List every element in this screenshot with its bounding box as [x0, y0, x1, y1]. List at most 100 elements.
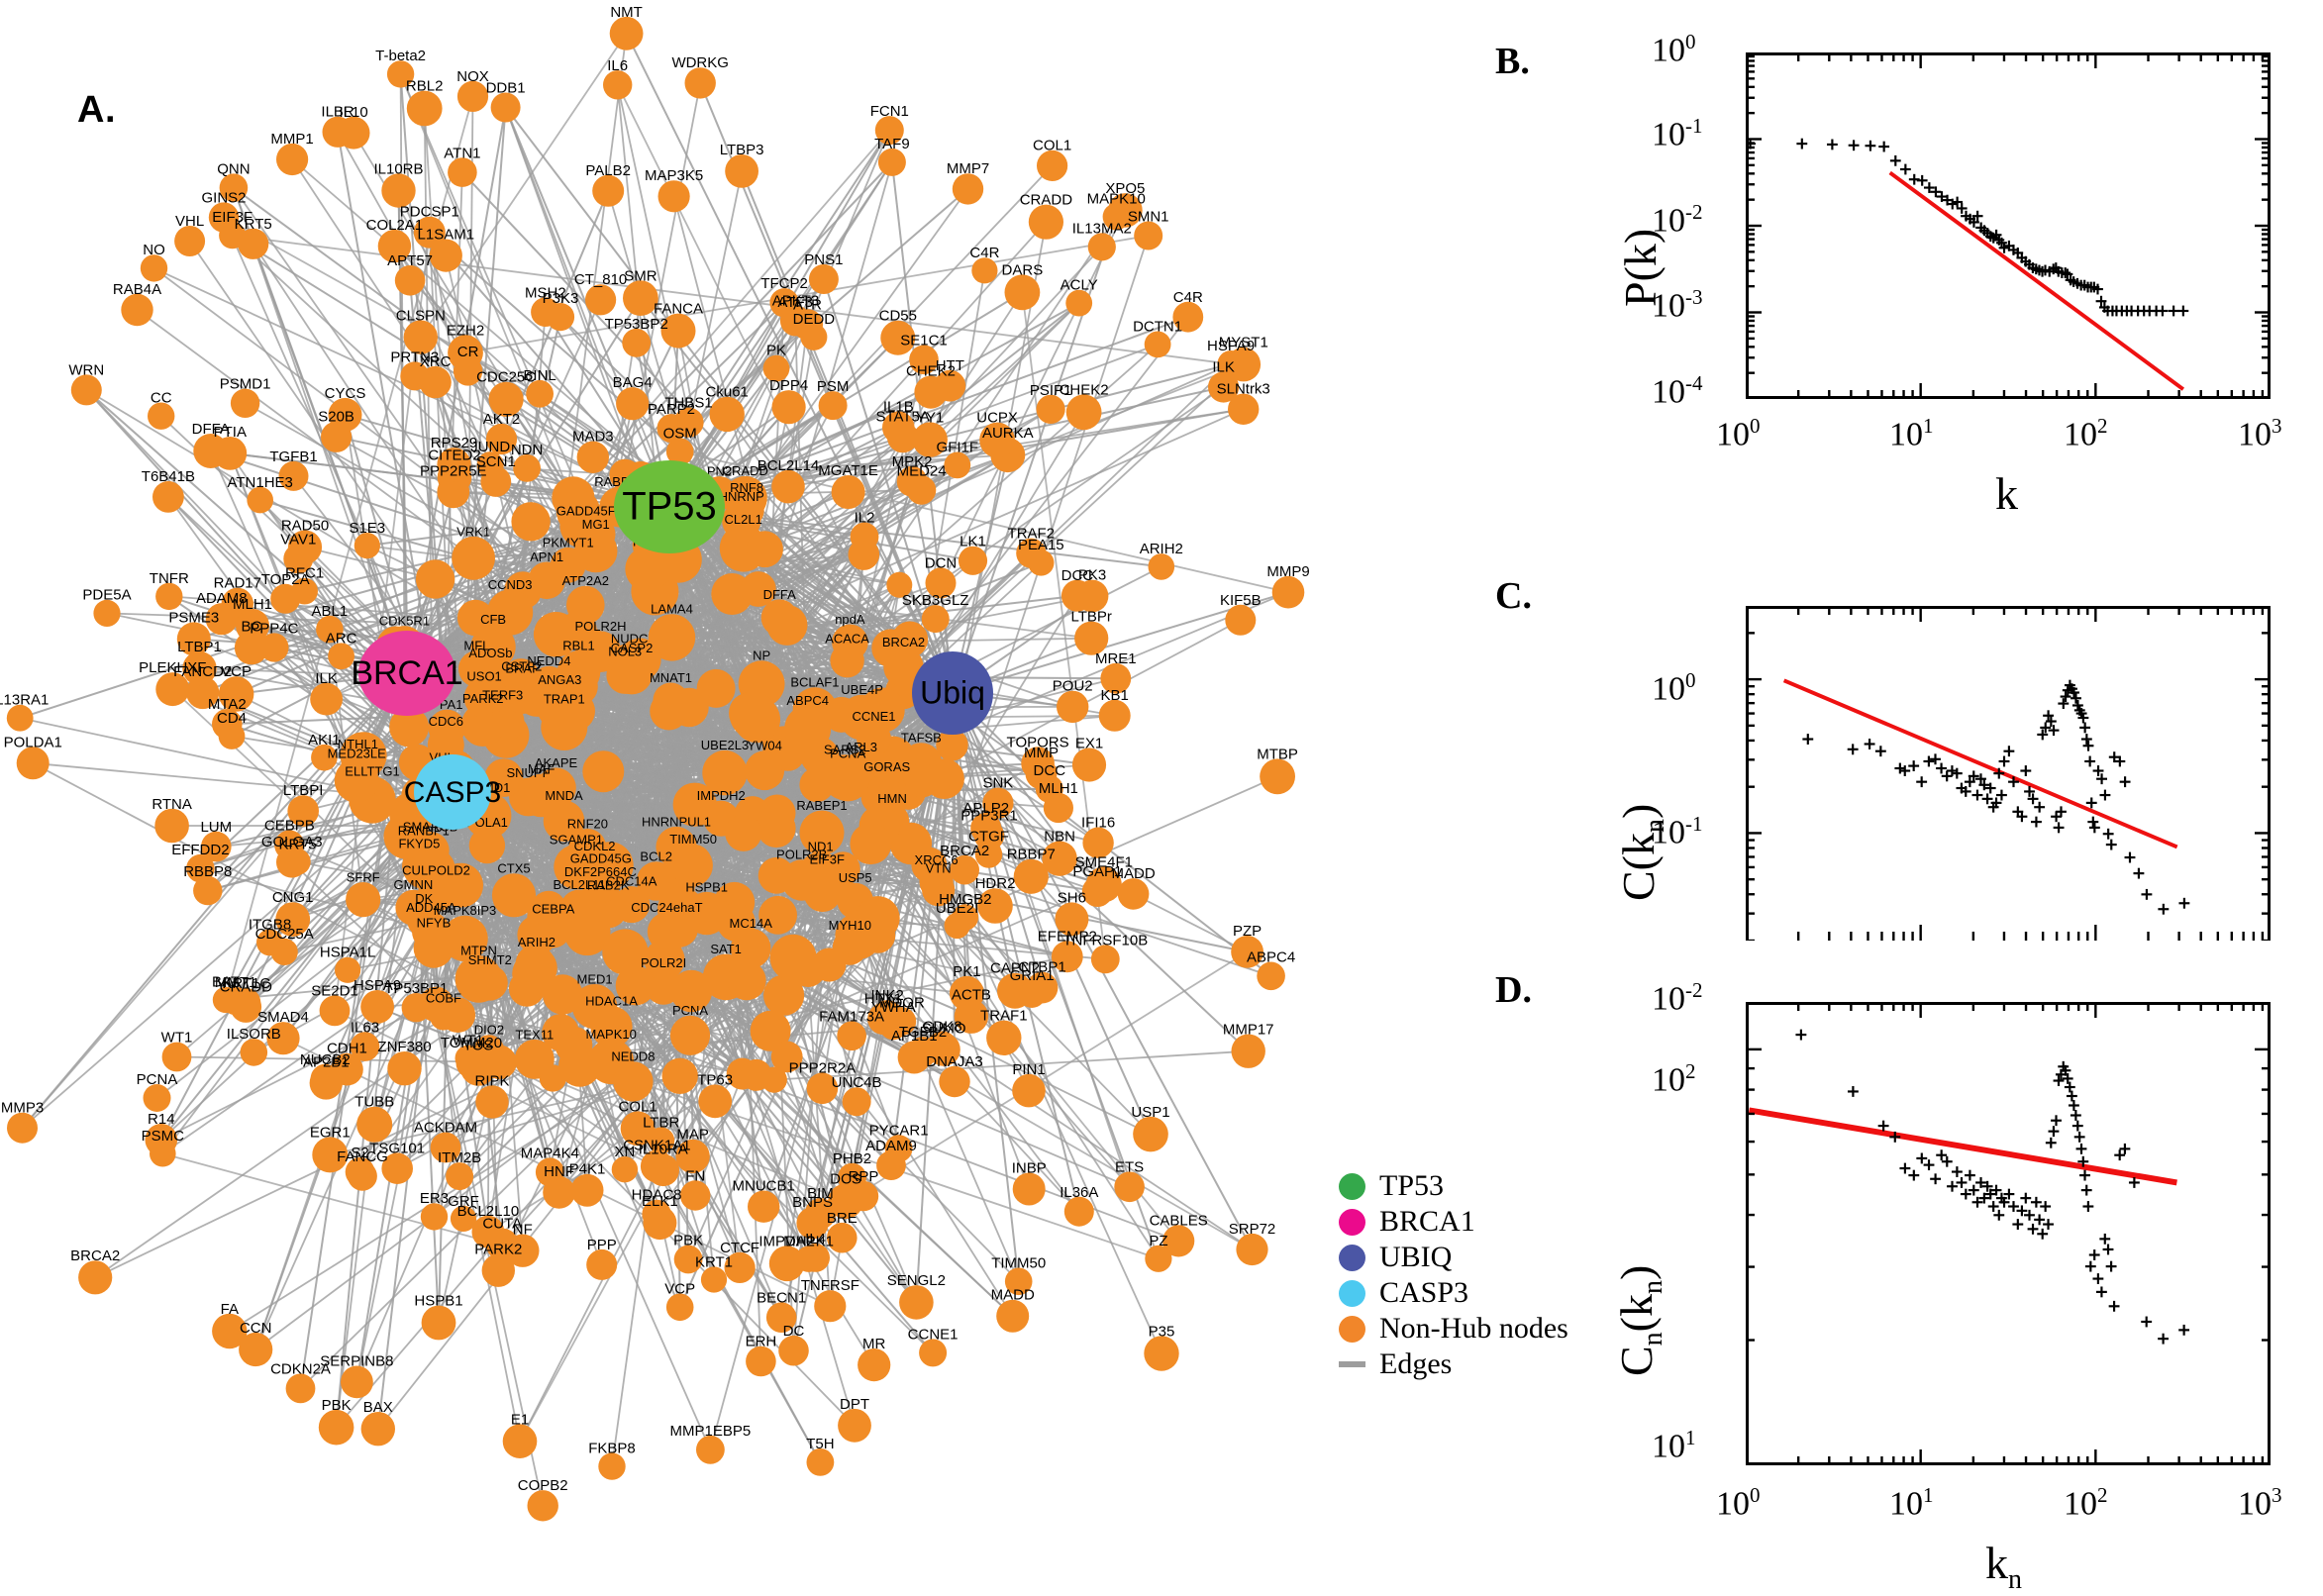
- network-node[interactable]: [724, 1251, 756, 1283]
- network-node[interactable]: [150, 1140, 176, 1167]
- network-node[interactable]: [665, 438, 694, 466]
- network-node[interactable]: [1231, 936, 1263, 968]
- network-node[interactable]: [939, 1065, 970, 1098]
- network-node[interactable]: [154, 808, 189, 844]
- network-node[interactable]: [996, 1299, 1030, 1333]
- network-node[interactable]: [603, 70, 633, 100]
- network-node[interactable]: [511, 502, 551, 542]
- network-node[interactable]: [709, 396, 745, 433]
- network-node[interactable]: [573, 529, 618, 573]
- network-node[interactable]: [555, 691, 595, 732]
- network-node[interactable]: [527, 1490, 558, 1522]
- network-node[interactable]: [727, 960, 766, 1001]
- network-node[interactable]: [467, 680, 502, 715]
- network-node[interactable]: [230, 388, 260, 418]
- network-node[interactable]: [1145, 1245, 1172, 1272]
- network-node[interactable]: [643, 1206, 677, 1241]
- network-node[interactable]: [513, 454, 541, 482]
- network-node[interactable]: [1271, 575, 1305, 609]
- network-node[interactable]: [219, 173, 249, 202]
- network-node[interactable]: [874, 116, 904, 146]
- network-node[interactable]: [778, 1335, 809, 1366]
- network-node[interactable]: [247, 486, 273, 514]
- network-node[interactable]: [848, 539, 880, 570]
- network-node[interactable]: [768, 1246, 805, 1282]
- network-node[interactable]: [387, 1051, 422, 1086]
- network-node[interactable]: [950, 854, 979, 885]
- network-node[interactable]: [799, 851, 843, 895]
- network-node[interactable]: [7, 1112, 38, 1144]
- network-node[interactable]: [6, 704, 34, 732]
- network-node[interactable]: [857, 721, 891, 756]
- network-node[interactable]: [680, 1180, 711, 1211]
- network-node[interactable]: [611, 652, 653, 695]
- network-node[interactable]: [484, 758, 524, 797]
- network-node[interactable]: [831, 475, 865, 509]
- network-node[interactable]: [394, 265, 426, 296]
- network-node[interactable]: [592, 174, 625, 207]
- network-node[interactable]: [1018, 979, 1047, 1009]
- network-node[interactable]: [665, 844, 704, 881]
- network-node[interactable]: [1117, 878, 1150, 910]
- network-node[interactable]: [556, 489, 601, 535]
- network-node[interactable]: [502, 1424, 538, 1458]
- network-node[interactable]: [219, 222, 247, 249]
- network-node[interactable]: [240, 1039, 268, 1066]
- network-node[interactable]: [413, 216, 446, 249]
- network-node[interactable]: [904, 762, 940, 798]
- network-node[interactable]: [514, 669, 561, 717]
- network-node[interactable]: [311, 744, 338, 771]
- network-node[interactable]: [814, 1290, 847, 1323]
- network-node[interactable]: [977, 888, 1013, 924]
- network-node[interactable]: [403, 320, 438, 354]
- network-node[interactable]: [193, 875, 223, 906]
- network-node[interactable]: [481, 1253, 515, 1287]
- network-node[interactable]: [675, 1139, 710, 1174]
- network-node[interactable]: [615, 965, 656, 1006]
- network-node[interactable]: [648, 1127, 675, 1154]
- network-hub-brca1[interactable]: [358, 631, 455, 716]
- network-node[interactable]: [725, 154, 758, 188]
- network-node[interactable]: [78, 1260, 113, 1295]
- network-node[interactable]: [1098, 699, 1131, 732]
- network-node[interactable]: [276, 143, 309, 176]
- network-node[interactable]: [283, 544, 314, 574]
- network-node[interactable]: [922, 873, 956, 907]
- network-node[interactable]: [1236, 1233, 1268, 1266]
- network-node[interactable]: [620, 1111, 656, 1147]
- network-node[interactable]: [278, 460, 309, 491]
- network-node[interactable]: [598, 1452, 626, 1480]
- network-node[interactable]: [611, 1156, 639, 1183]
- network-node[interactable]: [310, 682, 343, 716]
- network-node[interactable]: [230, 991, 262, 1023]
- network-node[interactable]: [806, 1072, 839, 1105]
- network-node[interactable]: [270, 583, 301, 614]
- network-node[interactable]: [762, 354, 790, 382]
- network-node[interactable]: [450, 1205, 477, 1232]
- network-node[interactable]: [698, 1084, 733, 1119]
- network-node[interactable]: [1065, 289, 1093, 317]
- network-node[interactable]: [1228, 393, 1260, 425]
- network-node[interactable]: [673, 1245, 703, 1274]
- network-node[interactable]: [1087, 233, 1116, 261]
- network-node[interactable]: [389, 707, 430, 748]
- network-node[interactable]: [769, 288, 799, 318]
- network-node[interactable]: [1074, 621, 1109, 655]
- network-node[interactable]: [647, 1153, 679, 1187]
- network-node[interactable]: [760, 599, 798, 637]
- network-node[interactable]: [528, 561, 565, 600]
- network-node[interactable]: [322, 116, 354, 148]
- network-node[interactable]: [566, 585, 605, 625]
- network-node[interactable]: [684, 67, 716, 99]
- network-node[interactable]: [750, 1010, 791, 1051]
- network-node[interactable]: [480, 466, 512, 497]
- network-node[interactable]: [148, 402, 175, 430]
- network-node[interactable]: [212, 1313, 248, 1349]
- network-node[interactable]: [1100, 662, 1132, 694]
- network-node[interactable]: [360, 1412, 395, 1446]
- network-node[interactable]: [420, 1203, 449, 1231]
- network-node[interactable]: [586, 1248, 618, 1280]
- network-node[interactable]: [485, 423, 518, 455]
- network-node[interactable]: [186, 853, 215, 883]
- network-node[interactable]: [1208, 371, 1240, 403]
